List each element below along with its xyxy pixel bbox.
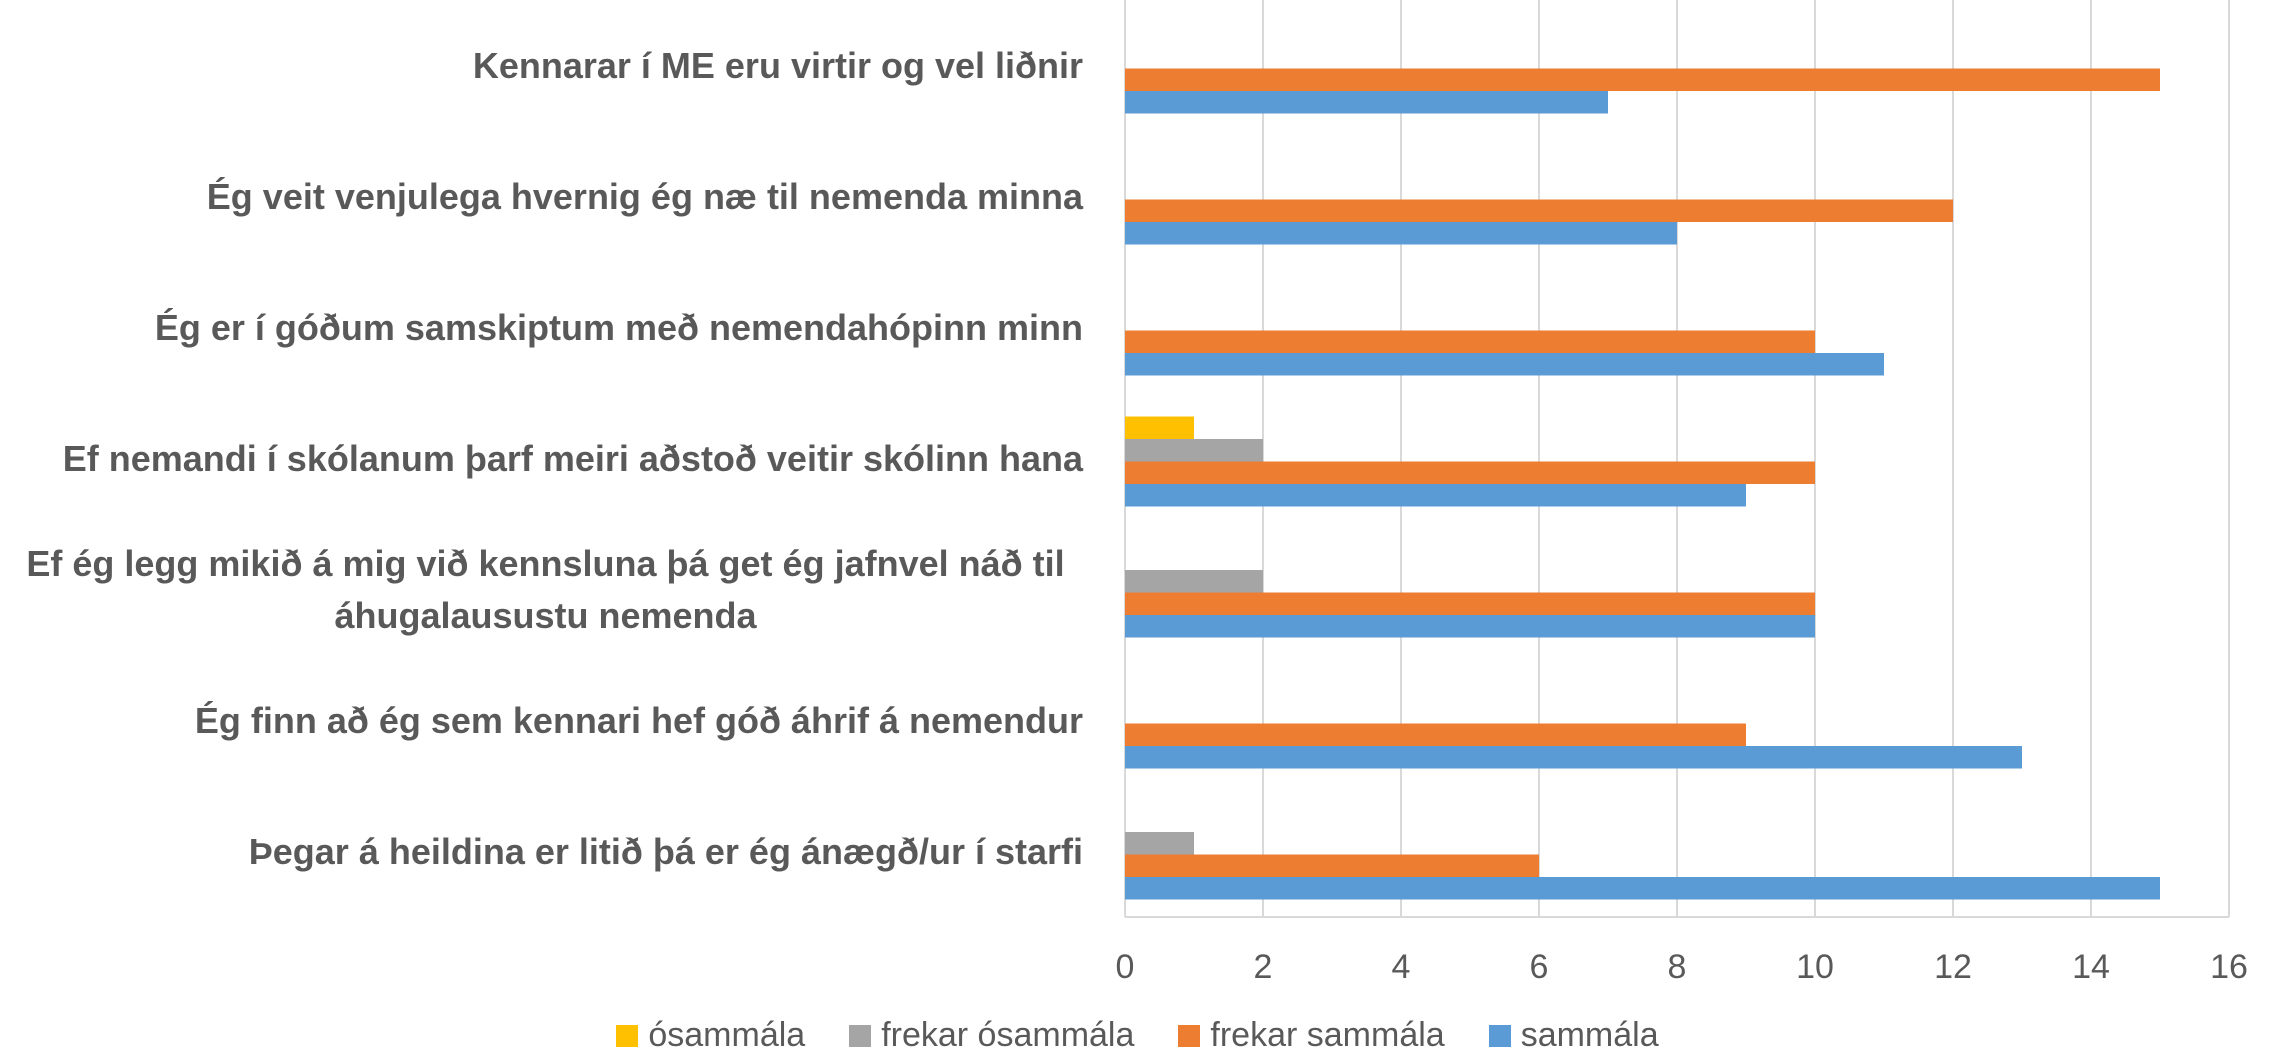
category-label: Kennarar í ME eru virtir og vel liðnir	[472, 44, 1083, 86]
category-label: Ég finn að ég sem kennari hef góð áhrif …	[194, 699, 1083, 741]
bar	[1125, 461, 1815, 484]
category-label: Ef ég legg mikið á mig við kennsluna þá …	[26, 542, 1065, 636]
bar	[1125, 832, 1194, 855]
category-label: Ég er í góðum samskiptum með nemendahópi…	[154, 306, 1083, 348]
legend-item: ósammála	[616, 1016, 805, 1053]
bar	[1125, 416, 1194, 439]
legend-swatch	[1178, 1024, 1201, 1047]
bar	[1125, 615, 1815, 638]
legend-item: frekar sammála	[1178, 1016, 1445, 1053]
x-tick-label: 4	[1391, 948, 1411, 986]
bar	[1125, 222, 1677, 245]
legend-label: frekar ósammála	[881, 1016, 1135, 1053]
x-tick-label: 2	[1253, 948, 1273, 986]
category-label: Ég veit venjulega hvernig ég næ til neme…	[206, 175, 1083, 217]
x-tick-label: 10	[1796, 948, 1834, 986]
legend-label: ósammála	[648, 1016, 806, 1053]
bar	[1125, 484, 1746, 507]
bar	[1125, 353, 1884, 376]
bar	[1125, 439, 1263, 462]
x-tick-label: 8	[1667, 948, 1687, 986]
x-tick-label: 14	[2072, 948, 2110, 986]
x-tick-label: 0	[1115, 948, 1135, 986]
x-tick-label: 6	[1529, 948, 1549, 986]
bar	[1125, 199, 1953, 222]
bar	[1125, 877, 2160, 900]
bar	[1125, 592, 1815, 615]
legend-item: frekar ósammála	[849, 1016, 1134, 1053]
legend-swatch	[1488, 1024, 1511, 1047]
bar	[1125, 746, 2022, 769]
legend-label: sammála	[1520, 1016, 1659, 1053]
bar	[1125, 570, 1263, 593]
x-tick-label: 16	[2210, 948, 2248, 986]
bar	[1125, 723, 1746, 746]
bar	[1125, 68, 2160, 91]
bar	[1125, 854, 1539, 877]
legend: ósammála frekar ósammála frekar sammála sam…	[0, 1016, 2275, 1053]
legend-swatch	[616, 1024, 639, 1047]
x-tick-label: 12	[1934, 948, 1972, 986]
bar	[1125, 91, 1608, 114]
bar	[1125, 330, 1815, 353]
legend-item: sammála	[1488, 1016, 1659, 1053]
category-label: Ef nemandi í skólanum þarf meiri aðstoð …	[62, 437, 1083, 479]
category-label: Þegar á heildina er litið þá er ég ánægð…	[248, 830, 1083, 872]
legend-label: frekar sammála	[1210, 1016, 1445, 1053]
legend-swatch	[849, 1024, 872, 1047]
